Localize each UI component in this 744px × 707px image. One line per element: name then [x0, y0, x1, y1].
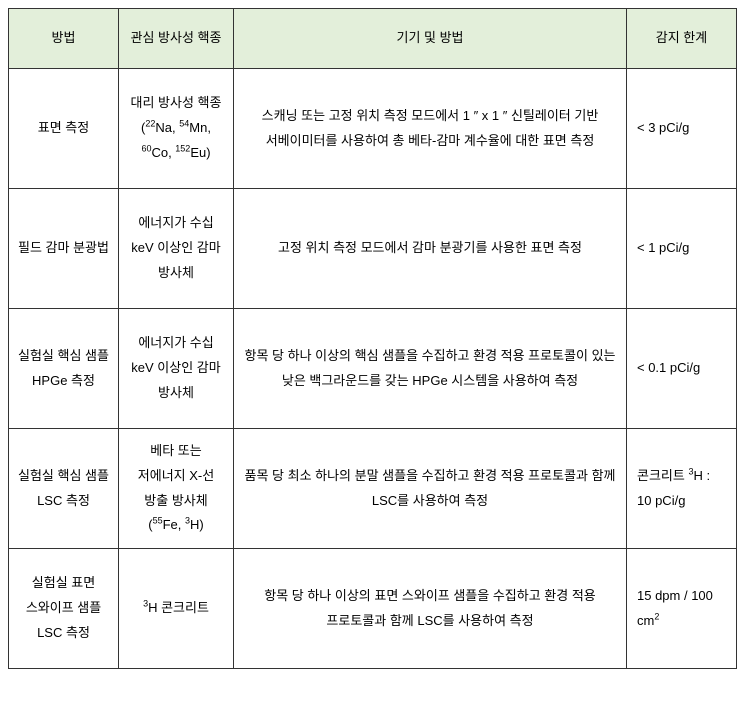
cell-instrument: 스캐닝 또는 고정 위치 측정 모드에서 1 ″ x 1 ″ 신틸레이터 기반 …: [234, 69, 627, 189]
cell-nuclide: 대리 방사성 핵종 (22Na, 54Mn, 60Co, 152Eu): [119, 69, 234, 189]
table-header-row: 방법 관심 방사성 핵종 기기 및 방법 감지 한계: [9, 9, 737, 69]
cell-limit: < 0.1 pCi/g: [627, 309, 737, 429]
table-row: 실험실 핵심 샘플 LSC 측정 베타 또는 저에너지 X-선 방출 방사체 (…: [9, 429, 737, 549]
cell-method: 실험실 핵심 샘플 LSC 측정: [9, 429, 119, 549]
col-header-limit: 감지 한계: [627, 9, 737, 69]
cell-limit: < 1 pCi/g: [627, 189, 737, 309]
cell-instrument: 항목 당 하나 이상의 핵심 샘플을 수집하고 환경 적용 프로토콜이 있는 낮…: [234, 309, 627, 429]
col-header-nuclide: 관심 방사성 핵종: [119, 9, 234, 69]
cell-instrument: 항목 당 하나 이상의 표면 스와이프 샘플을 수집하고 환경 적용 프로토콜과…: [234, 549, 627, 669]
col-header-instrument: 기기 및 방법: [234, 9, 627, 69]
col-header-method: 방법: [9, 9, 119, 69]
table-row: 실험실 표면 스와이프 샘플 LSC 측정 3H 콘크리트 항목 당 하나 이상…: [9, 549, 737, 669]
table-body: 표면 측정 대리 방사성 핵종 (22Na, 54Mn, 60Co, 152Eu…: [9, 69, 737, 669]
table-row: 실험실 핵심 샘플 HPGe 측정 에너지가 수십 keV 이상인 감마 방사체…: [9, 309, 737, 429]
cell-method: 필드 감마 분광법: [9, 189, 119, 309]
cell-nuclide: 에너지가 수십 keV 이상인 감마 방사체: [119, 309, 234, 429]
cell-method: 실험실 핵심 샘플 HPGe 측정: [9, 309, 119, 429]
cell-limit: 15 dpm / 100 cm2: [627, 549, 737, 669]
cell-nuclide: 에너지가 수십 keV 이상인 감마 방사체: [119, 189, 234, 309]
cell-nuclide: 베타 또는 저에너지 X-선 방출 방사체 (55Fe, 3H): [119, 429, 234, 549]
cell-method: 표면 측정: [9, 69, 119, 189]
radiation-methods-table: 방법 관심 방사성 핵종 기기 및 방법 감지 한계 표면 측정 대리 방사성 …: [8, 8, 737, 669]
table-row: 필드 감마 분광법 에너지가 수십 keV 이상인 감마 방사체 고정 위치 측…: [9, 189, 737, 309]
cell-limit: < 3 pCi/g: [627, 69, 737, 189]
cell-limit: 콘크리트 3H : 10 pCi/g: [627, 429, 737, 549]
cell-nuclide: 3H 콘크리트: [119, 549, 234, 669]
table-row: 표면 측정 대리 방사성 핵종 (22Na, 54Mn, 60Co, 152Eu…: [9, 69, 737, 189]
cell-method: 실험실 표면 스와이프 샘플 LSC 측정: [9, 549, 119, 669]
cell-instrument: 고정 위치 측정 모드에서 감마 분광기를 사용한 표면 측정: [234, 189, 627, 309]
cell-instrument: 품목 당 최소 하나의 분말 샘플을 수집하고 환경 적용 프로토콜과 함께 L…: [234, 429, 627, 549]
